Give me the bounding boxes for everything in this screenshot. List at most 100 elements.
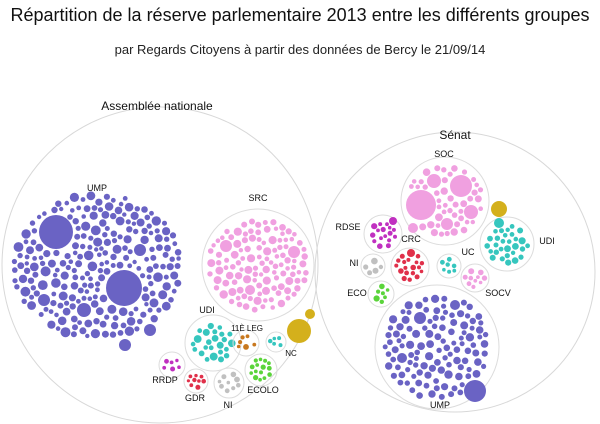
bubble [253, 369, 258, 374]
bubble [301, 246, 307, 252]
bubble [98, 274, 106, 282]
bubble [246, 254, 256, 263]
bubble [424, 371, 432, 379]
bubble [440, 315, 446, 321]
bubble [406, 310, 412, 315]
bubble [467, 195, 474, 202]
chamber-outline-senat [314, 131, 596, 413]
bubble [453, 346, 461, 354]
bubble [213, 276, 222, 285]
bubble [478, 206, 484, 211]
group-assemblee-nationale-gdr: GDR [183, 368, 209, 403]
group-outline [479, 216, 535, 272]
bubble [474, 182, 480, 188]
bubble [103, 238, 111, 246]
bubble [499, 228, 504, 234]
bubble [285, 266, 290, 271]
bubble [262, 220, 268, 225]
bubble [390, 356, 397, 363]
bubble [417, 265, 421, 270]
bubble [43, 306, 49, 312]
bubble [245, 285, 255, 295]
bubble [419, 261, 425, 266]
bubble [64, 253, 71, 260]
group-outline [183, 368, 209, 394]
bubble [415, 253, 421, 259]
bubble [79, 327, 87, 335]
bubble [30, 285, 36, 291]
bubble [464, 205, 478, 219]
bubble [115, 216, 125, 226]
bubble [509, 224, 515, 229]
chart-subtitle: par Regards Citoyens à partir des donnée… [114, 42, 486, 57]
bubble [14, 284, 20, 290]
bubble [141, 293, 150, 302]
bubble [169, 232, 177, 239]
bubble [162, 282, 171, 291]
bubble [81, 221, 91, 231]
bubble [460, 226, 468, 234]
bubble [440, 187, 448, 195]
bubble [434, 165, 441, 172]
bubble [416, 392, 423, 399]
bubble [416, 369, 423, 376]
bubble [466, 366, 472, 373]
bubble [447, 269, 452, 274]
bubble [168, 297, 174, 303]
bubble [144, 214, 151, 221]
bubble [77, 303, 91, 317]
bubble [423, 382, 430, 389]
bubble [525, 243, 530, 249]
bubble [371, 257, 378, 265]
bubble [403, 265, 408, 270]
bubble [480, 340, 489, 348]
chamber-outline-assemblee-nationale [1, 106, 319, 424]
bubble [38, 255, 44, 261]
bubble [222, 279, 230, 287]
bubble [110, 263, 116, 268]
bubble [385, 243, 391, 249]
bubble [392, 330, 400, 338]
bubble [176, 256, 181, 261]
bubble [277, 299, 286, 308]
bubble [389, 217, 397, 225]
bubble [212, 329, 218, 335]
bubble [233, 239, 242, 248]
group-label-ump: UMP [430, 400, 450, 410]
bubble [278, 262, 284, 268]
bubble [428, 390, 436, 398]
bubble [500, 238, 506, 244]
bubble [189, 383, 194, 388]
bubble [406, 340, 415, 349]
group-senat-soc: SOC [400, 149, 490, 246]
bubble [436, 198, 442, 204]
bubble [216, 260, 222, 266]
bubble [199, 374, 204, 379]
bubble [478, 320, 484, 326]
bubble [280, 270, 287, 277]
group-label-gdr: GDR [185, 393, 206, 403]
chamber-senat: Sénat [314, 128, 596, 413]
bubble [54, 312, 59, 318]
bubble [197, 379, 201, 383]
bubble [419, 223, 427, 231]
bubble [249, 371, 253, 375]
bubble [376, 228, 380, 233]
bubble [481, 350, 488, 357]
bubble [448, 328, 455, 336]
bubble [31, 228, 38, 234]
bubble [163, 274, 169, 280]
bubble [162, 227, 171, 236]
bubble [395, 364, 401, 371]
bubble [224, 257, 230, 263]
bubble [474, 358, 482, 366]
bubble [457, 364, 464, 371]
bubble [422, 184, 428, 190]
group-label-rrdp: RRDP [152, 375, 178, 385]
bubble [30, 239, 37, 246]
bubble [394, 263, 399, 268]
bubble [93, 318, 100, 325]
bubble [72, 218, 79, 225]
bubble [262, 276, 271, 285]
bubble [470, 219, 475, 225]
